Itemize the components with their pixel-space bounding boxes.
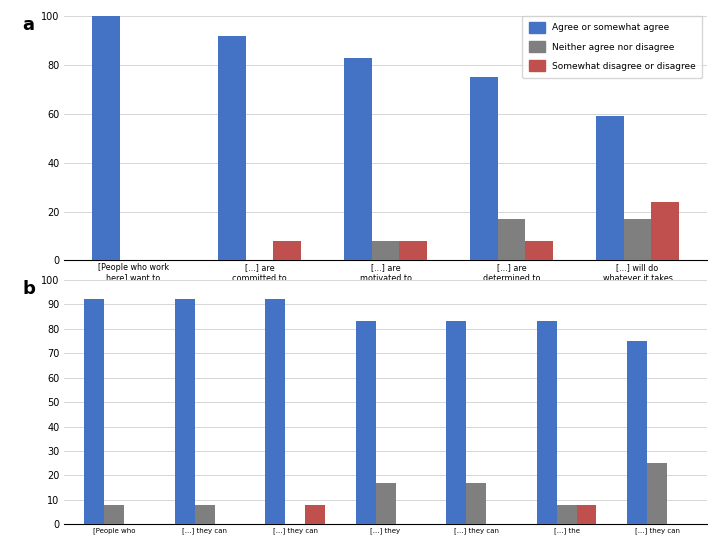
Bar — [557, 505, 576, 524]
Bar — [470, 77, 498, 261]
Bar — [537, 322, 557, 524]
Legend: Agree or somewhat agree, Neither agree nor disagree, Somewhat disagree or disagr: Agree or somewhat agree, Neither agree n… — [523, 16, 703, 78]
Bar — [651, 202, 679, 261]
Bar — [376, 483, 396, 524]
Bar — [526, 241, 553, 261]
Bar — [265, 300, 285, 524]
Bar — [399, 241, 427, 261]
Bar — [466, 483, 486, 524]
Bar — [175, 300, 195, 524]
Text: b: b — [22, 280, 36, 298]
Bar — [92, 16, 120, 261]
Bar — [305, 505, 325, 524]
Bar — [576, 505, 596, 524]
Bar — [344, 58, 372, 261]
Bar — [218, 36, 246, 261]
Bar — [647, 463, 667, 524]
Bar — [627, 341, 647, 524]
Bar — [498, 219, 526, 261]
Bar — [273, 241, 301, 261]
Bar — [446, 322, 466, 524]
Bar — [356, 322, 376, 524]
Text: a: a — [22, 16, 34, 34]
Bar — [84, 300, 104, 524]
Bar — [195, 505, 214, 524]
Bar — [372, 241, 399, 261]
Bar — [596, 116, 624, 261]
Bar — [624, 219, 651, 261]
Bar — [104, 505, 124, 524]
